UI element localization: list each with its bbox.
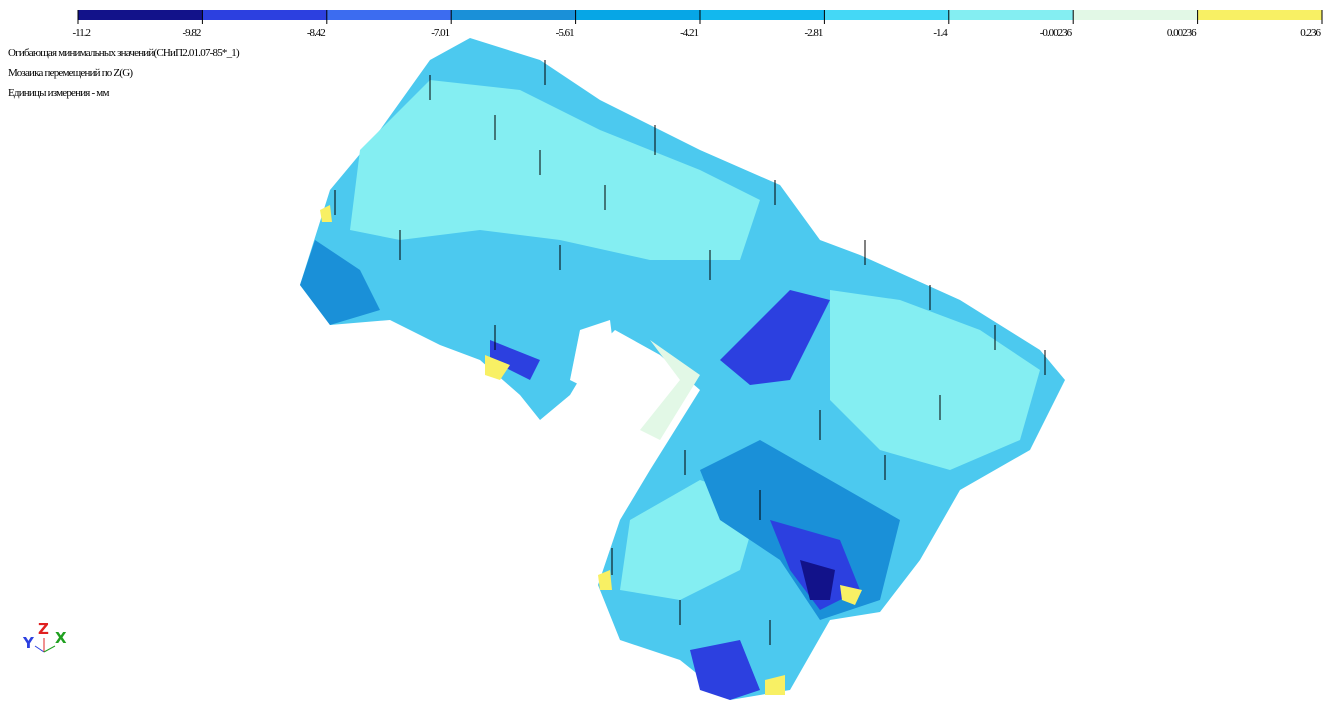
header-line: Мозаика перемещений по Z(G) xyxy=(8,67,133,79)
header-line: Огибающая минимальных значений(СНиП2.01.… xyxy=(8,47,240,59)
legend-label: -2.81 xyxy=(804,27,822,39)
legend-swatch xyxy=(824,10,948,20)
legend-label: -11.2 xyxy=(72,27,90,39)
mesh-region xyxy=(598,570,612,590)
viewport: -11.2 -9.82 -8.42 -7.01 -5.61 -4.21 -2.81 -1.4 -… xyxy=(0,0,1337,704)
legend-swatch xyxy=(949,10,1073,20)
mesh xyxy=(300,38,1065,700)
legend-label: 0.00236 xyxy=(1167,27,1197,39)
legend-swatch xyxy=(700,10,824,20)
legend-label: -1.4 xyxy=(933,27,948,39)
axis-triad: Y Z X xyxy=(22,620,67,652)
legend-label: 0.236 xyxy=(1300,27,1321,39)
legend-swatch xyxy=(1073,10,1197,20)
axis-arrow xyxy=(44,646,55,652)
legend-swatch xyxy=(576,10,700,20)
legend-swatch xyxy=(202,10,326,20)
legend: -11.2 -9.82 -8.42 -7.01 -5.61 -4.21 -2.81 -1.4 -… xyxy=(72,10,1322,39)
legend-label: -9.82 xyxy=(182,27,200,39)
legend-swatch xyxy=(1198,10,1322,20)
legend-label: -8.42 xyxy=(307,27,325,39)
page: -11.2 -9.82 -8.42 -7.01 -5.61 -4.21 -2.81 -1.4 -… xyxy=(0,0,1337,704)
legend-swatch xyxy=(327,10,451,20)
legend-label: -7.01 xyxy=(431,27,449,39)
axis-label: Z xyxy=(38,620,49,638)
legend-label: -4.21 xyxy=(680,27,698,39)
header-line: Единицы измерения - мм xyxy=(8,87,109,99)
legend-label: -0.00236 xyxy=(1040,27,1073,39)
axis-label: X xyxy=(55,629,67,647)
legend-swatch xyxy=(451,10,575,20)
axis-label: Y xyxy=(22,634,35,652)
legend-label: -5.61 xyxy=(556,27,574,39)
legend-swatch xyxy=(78,10,202,20)
mesh-region xyxy=(320,205,332,222)
axis-arrow xyxy=(35,646,44,652)
